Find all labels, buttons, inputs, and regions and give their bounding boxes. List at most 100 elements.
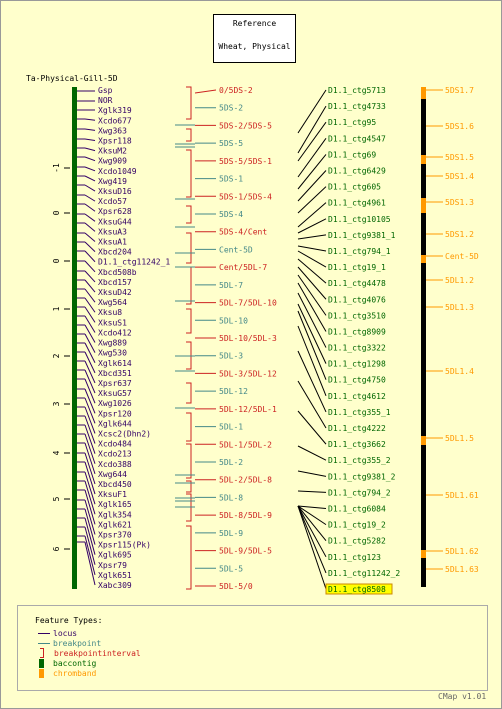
interval-bracket[interactable]	[186, 382, 192, 404]
locus-label[interactable]: Xglk651	[98, 571, 132, 580]
contig-label[interactable]: D1.1_ctg3322	[328, 344, 386, 353]
chromband-segment[interactable]	[421, 436, 426, 445]
chromband-label[interactable]: 5DS1.7	[445, 86, 474, 95]
breakpoint-label[interactable]: 5DL-5	[219, 564, 243, 573]
chromband-label[interactable]: Cent-5D	[445, 252, 479, 261]
locus-label[interactable]: Xwg889	[98, 339, 127, 348]
locus-label[interactable]: Xpsr79	[98, 561, 127, 570]
chromband-label[interactable]: 5DS1.2	[445, 230, 474, 239]
interval-bracket[interactable]	[186, 128, 192, 142]
contig-label[interactable]: D1.1_ctg794_1	[328, 247, 391, 256]
chromband-segment[interactable]	[421, 87, 426, 99]
locus-label[interactable]: Xbcd508b	[98, 268, 137, 277]
locus-label[interactable]: XksuD16	[98, 187, 132, 196]
breakpoint-label[interactable]: 5DS-2	[219, 104, 243, 113]
breakpoint-label[interactable]: 5DL-1	[219, 423, 243, 432]
contig-label[interactable]: D1.1_ctg3510	[328, 311, 386, 320]
contig-label[interactable]: D1.1_ctg9381_2	[328, 472, 396, 481]
breakpoint-interval-label[interactable]: 5DL-12/5DL-1	[219, 405, 277, 414]
chromband-label[interactable]: 5DL1.4	[445, 367, 474, 376]
breakpoint-interval-label[interactable]: 5DL-3/5DL-12	[219, 369, 277, 378]
locus-label[interactable]: Xpsr637	[98, 379, 132, 388]
breakpoint-label[interactable]: Cent-5D	[219, 245, 253, 254]
locus-label[interactable]: Xcdo677	[98, 116, 132, 125]
breakpoint-label[interactable]: 5DL-2	[219, 458, 243, 467]
contig-label[interactable]: D1.1_ctg6084	[328, 505, 386, 514]
locus-label[interactable]: Xwg564	[98, 298, 127, 307]
interval-bracket[interactable]	[186, 149, 192, 198]
chromband-label[interactable]: 5DL1.3	[445, 303, 474, 312]
locus-label[interactable]: Xpsr120	[98, 409, 132, 418]
locus-label[interactable]: Xbcd157	[98, 278, 132, 287]
interval-bracket[interactable]	[186, 266, 192, 305]
interval-bracket[interactable]	[186, 308, 192, 334]
locus-label[interactable]: Xwg1026	[98, 399, 132, 408]
breakpoint-interval-label[interactable]: 0/5DS-2	[219, 86, 253, 95]
chromband-label[interactable]: 5DL1.62	[445, 547, 479, 556]
contig-label[interactable]: D1.1_ctg8909	[328, 327, 386, 336]
locus-label[interactable]: Xglk354	[98, 510, 132, 519]
locus-label[interactable]: XksuA3	[98, 227, 127, 236]
locus-label[interactable]: D1.1_ctg11242_1	[98, 258, 170, 267]
interval-bracket[interactable]	[186, 412, 192, 442]
chromband-label[interactable]: 5DS1.5	[445, 153, 474, 162]
chromband-label[interactable]: 5DL1.63	[445, 565, 479, 574]
contig-label[interactable]: D1.1_ctg123	[328, 553, 381, 562]
breakpoint-label[interactable]: 5DL-8	[219, 493, 243, 502]
interval-bracket[interactable]	[186, 232, 192, 264]
locus-label[interactable]: Xwg909	[98, 157, 127, 166]
breakpoint-label[interactable]: 5DL-10	[219, 316, 248, 325]
contig-label[interactable]: D1.1_ctg6429	[328, 166, 386, 175]
contig-label[interactable]: D1.1_ctg8508	[328, 585, 386, 594]
locus-label[interactable]: Gsp	[98, 86, 113, 95]
locus-label[interactable]: XksuA1	[98, 238, 127, 247]
breakpoint-interval-label[interactable]: 5DL-9/5DL-5	[219, 547, 272, 556]
locus-label[interactable]: Xksu8	[98, 308, 122, 317]
map-bar[interactable]	[72, 87, 77, 589]
contig-label[interactable]: D1.1_ctg4222	[328, 424, 386, 433]
contig-label[interactable]: D1.1_ctg794_2	[328, 488, 391, 497]
breakpoint-label[interactable]: 5DL-3	[219, 352, 243, 361]
chromband-segment[interactable]	[421, 155, 426, 164]
contig-label[interactable]: D1.1_ctg4478	[328, 279, 386, 288]
breakpoint-label[interactable]: 5DL-7	[219, 281, 243, 290]
chromband-label[interactable]: 5DS1.4	[445, 172, 474, 181]
contig-label[interactable]: D1.1_ctg4612	[328, 392, 386, 401]
chromband-bar[interactable]	[421, 87, 426, 587]
contig-label[interactable]: D1.1_ctg1298	[328, 360, 386, 369]
contig-label[interactable]: D1.1_ctg3662	[328, 440, 386, 449]
locus-label[interactable]: XksuM2	[98, 147, 127, 156]
contig-label[interactable]: D1.1_ctg4733	[328, 102, 386, 111]
chromband-label[interactable]: 5DL1.2	[445, 276, 474, 285]
interval-bracket[interactable]	[186, 86, 192, 120]
breakpoint-interval-label[interactable]: 5DL-7/5DL-10	[219, 299, 277, 308]
locus-label[interactable]: Xcdo388	[98, 460, 132, 469]
contig-label[interactable]: D1.1_ctg10105	[328, 215, 391, 224]
locus-label[interactable]: Xpsr370	[98, 530, 132, 539]
breakpoint-interval-label[interactable]: 5DS-2/5DS-5	[219, 121, 272, 130]
breakpoint-label[interactable]: 5DS-5	[219, 139, 243, 148]
chromband-segment[interactable]	[421, 198, 426, 213]
reference-box[interactable]: Reference Wheat, Physical	[213, 14, 296, 63]
locus-label[interactable]: Xpsr118	[98, 137, 132, 146]
locus-label[interactable]: Xcdo57	[98, 197, 127, 206]
breakpoint-label[interactable]: 5DL-9	[219, 529, 243, 538]
locus-label[interactable]: Xbcd204	[98, 248, 132, 257]
locus-label[interactable]: Xglk644	[98, 419, 132, 428]
locus-label[interactable]: Xbcd351	[98, 369, 132, 378]
breakpoint-interval-label[interactable]: 5DS-5/5DS-1	[219, 157, 272, 166]
locus-label[interactable]: Xcdo412	[98, 328, 132, 337]
contig-label[interactable]: D1.1_ctg4750	[328, 376, 386, 385]
contig-label[interactable]: D1.1_ctg4547	[328, 134, 386, 143]
contig-label[interactable]: D1.1_ctg355_1	[328, 408, 391, 417]
contig-label[interactable]: D1.1_ctg19_2	[328, 521, 386, 530]
locus-label[interactable]: XksuD42	[98, 288, 132, 297]
contig-label[interactable]: D1.1_ctg5713	[328, 86, 386, 95]
contig-label[interactable]: D1.1_ctg9381_1	[328, 231, 396, 240]
locus-label[interactable]: Xwg530	[98, 349, 127, 358]
locus-label[interactable]: Xpsr628	[98, 207, 132, 216]
breakpoint-interval-label[interactable]: 5DL-8/5DL-9	[219, 511, 272, 520]
breakpoint-interval-label[interactable]: 5DL-1/5DL-2	[219, 440, 272, 449]
contig-label[interactable]: D1.1_ctg11242_2	[328, 569, 400, 578]
locus-label[interactable]: Xbcd450	[98, 480, 132, 489]
